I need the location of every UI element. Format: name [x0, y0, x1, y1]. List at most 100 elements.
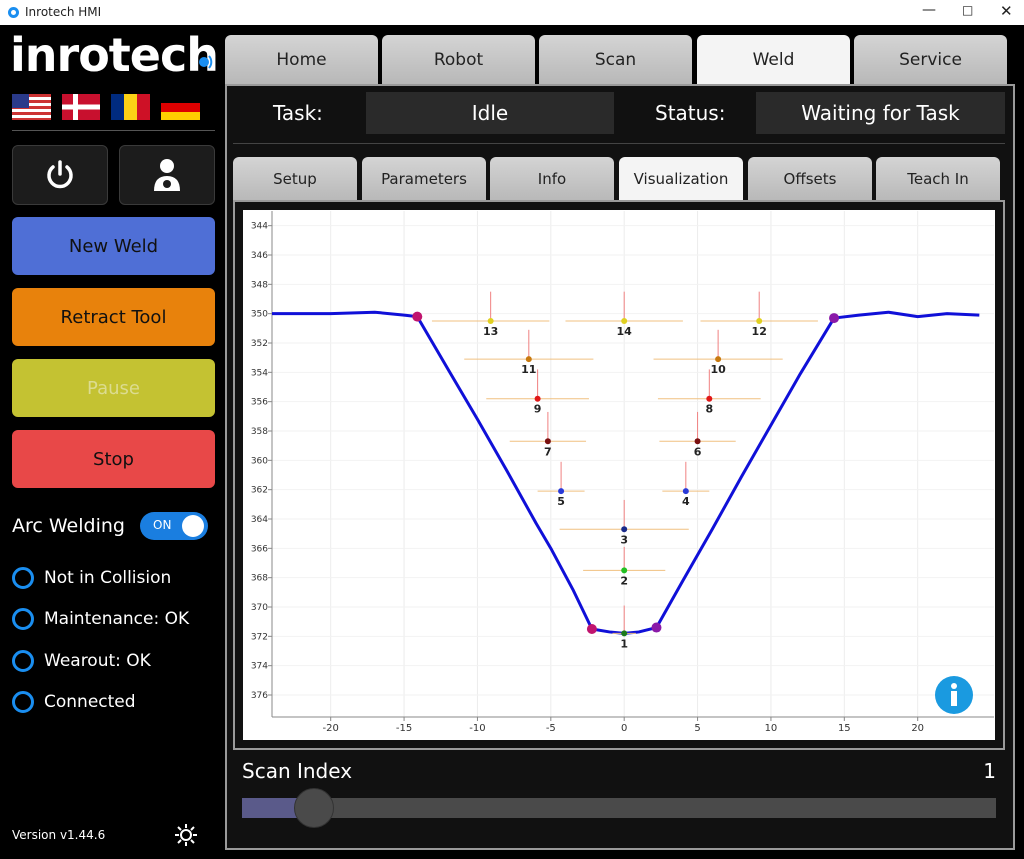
x-tick-label: 15 — [838, 723, 851, 734]
bead-label: 3 — [620, 533, 628, 546]
tab[interactable]: Robot — [382, 35, 535, 84]
close[interactable]: ✕ — [1000, 2, 1013, 20]
title-bar: Inrotech HMI — □ ✕ — [0, 0, 1024, 25]
bead-point — [621, 318, 628, 324]
maximize[interactable]: □ — [962, 3, 974, 17]
x-tick-label: 0 — [621, 723, 627, 734]
scan-slider[interactable] — [242, 788, 996, 828]
subtab[interactable]: Setup — [233, 157, 357, 201]
scan-index-label: Scan Index — [242, 759, 353, 783]
bead-point — [487, 318, 494, 324]
status-text: Connected — [44, 692, 136, 712]
separator — [12, 130, 215, 131]
status-text: Not in Collision — [44, 568, 172, 588]
user-button[interactable] — [119, 145, 215, 205]
retract-tool-button[interactable]: Retract Tool — [12, 288, 215, 346]
stop-button[interactable]: Stop — [12, 430, 215, 488]
minimize[interactable]: — — [922, 2, 936, 18]
y-tick-label: 370 — [251, 603, 268, 613]
bead-point — [558, 488, 565, 495]
y-tick-label: 366 — [251, 544, 268, 554]
arc-welding-label: Arc Welding — [12, 515, 125, 537]
bead-label: 9 — [534, 403, 542, 416]
scan-index-value: 1 — [983, 759, 996, 783]
logo-mark — [199, 55, 213, 69]
theme-toggle[interactable] — [174, 823, 198, 847]
tab[interactable]: Service — [854, 35, 1007, 84]
corner-point — [651, 622, 662, 633]
subtab[interactable]: Parameters — [362, 157, 486, 201]
bead-point — [621, 630, 628, 637]
y-tick-label: 358 — [251, 427, 268, 437]
x-tick-label: 5 — [694, 723, 700, 734]
status-item: Maintenance: OK — [12, 605, 189, 633]
bead-point — [694, 438, 701, 445]
flag-ro[interactable] — [111, 94, 150, 120]
y-tick-label: 374 — [251, 662, 268, 672]
y-tick-label: 356 — [251, 398, 268, 408]
y-tick-label: 362 — [251, 486, 268, 496]
bead-label: 10 — [710, 363, 726, 376]
corner-point — [586, 624, 597, 634]
bead-point — [706, 395, 713, 402]
status-item: Connected — [12, 688, 136, 716]
subtab[interactable]: Visualization — [619, 157, 743, 201]
x-tick-label: -5 — [546, 723, 556, 734]
pause-button: Pause — [12, 359, 215, 417]
bead-label: 2 — [620, 574, 628, 587]
language-flags — [12, 94, 200, 120]
window-title: Inrotech HMI — [25, 5, 102, 19]
y-tick-label: 364 — [251, 515, 268, 525]
version: Version v1.44.6 — [12, 828, 106, 842]
bead-point — [621, 567, 628, 574]
bead-label: 7 — [544, 445, 552, 458]
y-tick-label: 346 — [251, 251, 268, 261]
x-tick-label: -15 — [396, 723, 412, 734]
bead-label: 8 — [705, 403, 713, 416]
y-tick-label: 368 — [251, 574, 268, 584]
subtab[interactable]: Offsets — [748, 157, 872, 201]
arc-welding-toggle[interactable]: ON — [140, 512, 208, 540]
bead-point — [682, 488, 689, 495]
power-button[interactable] — [12, 145, 108, 205]
flag-de[interactable] — [161, 94, 200, 120]
y-tick-label: 352 — [251, 339, 268, 349]
y-tick-label: 360 — [251, 456, 268, 466]
subtab[interactable]: Info — [490, 157, 614, 201]
bead-point — [525, 356, 532, 363]
tab[interactable]: Scan — [539, 35, 692, 84]
status-value: Waiting for Task — [756, 92, 1005, 134]
chart-background — [243, 210, 995, 740]
x-tick-label: -10 — [469, 723, 485, 734]
x-tick-label: 10 — [765, 723, 778, 734]
slider-knob[interactable] — [294, 788, 334, 828]
bead-point — [534, 395, 541, 402]
corner-point — [412, 311, 423, 322]
flag-dk[interactable] — [62, 94, 100, 120]
app-icon — [8, 7, 19, 18]
bead-label: 14 — [617, 325, 633, 338]
bead-label: 11 — [521, 363, 536, 376]
user-icon — [154, 159, 180, 191]
y-tick-label: 376 — [251, 691, 268, 701]
corner-point — [829, 313, 840, 324]
info-button[interactable] — [934, 675, 974, 715]
separator — [233, 143, 1005, 144]
status-item: Wearout: OK — [12, 647, 151, 675]
toggle-text: ON — [153, 518, 172, 532]
bead-point — [544, 438, 551, 445]
y-tick-label: 348 — [251, 280, 268, 290]
subtab[interactable]: Teach In — [876, 157, 1000, 201]
flag-us[interactable] — [12, 94, 51, 120]
tab[interactable]: Weld — [697, 35, 850, 84]
y-tick-label: 354 — [251, 368, 268, 378]
task-value: Idle — [366, 92, 614, 134]
status-label: Status: — [655, 101, 726, 125]
new-weld-button[interactable]: New Weld — [12, 217, 215, 275]
status-text: Maintenance: OK — [44, 609, 190, 629]
logo: inrotech — [10, 28, 219, 82]
tab[interactable]: Home — [225, 35, 378, 84]
bead-point — [715, 356, 722, 363]
bead-label: 1 — [620, 637, 628, 650]
